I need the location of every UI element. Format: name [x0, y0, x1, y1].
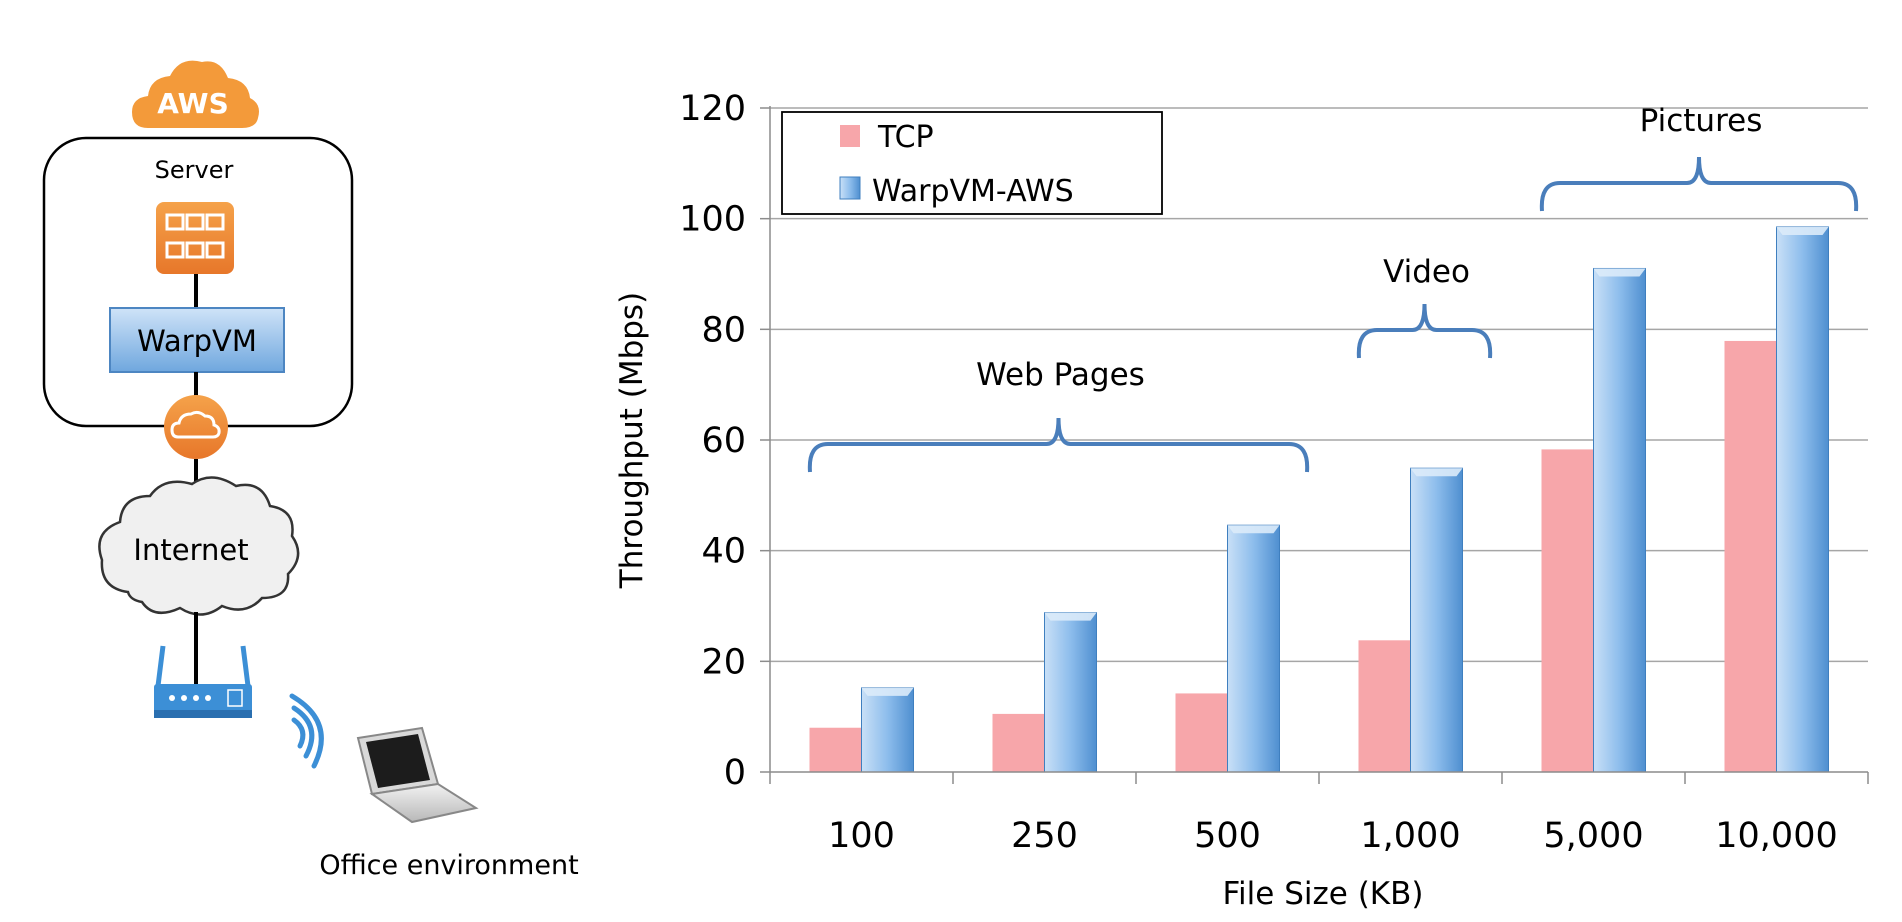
y-tick-label: 80 — [701, 310, 746, 350]
bar-tcp — [992, 713, 1045, 772]
throughput-bar-chart: 0 20 40 60 80 100 120 100 250 500 1,000 5,000 10,00… — [614, 89, 1869, 912]
y-axis-label: Throughput (Mbps) — [614, 292, 650, 589]
internet-label: Internet — [133, 533, 248, 567]
gateway-cloud-icon — [164, 395, 228, 459]
annotation-label: Pictures — [1640, 103, 1763, 139]
server-label: Server — [155, 156, 234, 184]
annotation-brace — [1356, 303, 1493, 359]
bar-tcp — [1541, 449, 1594, 772]
annotation-label: Video — [1383, 254, 1470, 290]
internet-cloud-icon: Internet — [98, 476, 300, 616]
y-tick-label: 20 — [701, 642, 746, 682]
bar-tcp — [1358, 640, 1411, 772]
network-diagram: AWS Server WarpVM — [42, 60, 579, 881]
x-tick-label: 500 — [1194, 816, 1261, 856]
legend-swatch-tcp — [840, 125, 860, 147]
annotation-label: Web Pages — [976, 357, 1145, 393]
router-icon — [154, 645, 252, 718]
bar-warpvm-aws — [861, 687, 914, 773]
legend: TCP WarpVM-AWS — [781, 111, 1163, 215]
bar-warpvm-aws — [1044, 612, 1097, 773]
bar-warpvm-aws — [1776, 226, 1829, 773]
axes — [769, 106, 1869, 784]
x-tick-label: 250 — [1011, 816, 1078, 856]
x-tick-label: 5,000 — [1543, 816, 1643, 856]
x-tick-label: 10,000 — [1715, 816, 1837, 856]
y-tick-label: 120 — [679, 89, 746, 129]
y-tick-label: 40 — [701, 532, 746, 572]
x-tick-label: 1,000 — [1360, 816, 1460, 856]
aws-label: AWS — [157, 87, 228, 120]
y-tick-label: 60 — [701, 421, 746, 461]
y-tick-labels: 0 20 40 60 80 100 120 — [679, 89, 746, 793]
bar-warpvm-aws — [1410, 467, 1463, 773]
x-tick-label: 100 — [828, 816, 895, 856]
y-tick-label: 0 — [724, 753, 746, 793]
aws-cloud-icon: AWS — [132, 60, 259, 128]
category-annotations: Web Pages Video Pictures — [807, 103, 1859, 473]
x-tick-labels: 100 250 500 1,000 5,000 10,000 — [828, 816, 1838, 856]
annotation-brace — [1539, 156, 1859, 212]
bar-tcp — [1175, 693, 1228, 772]
warpvm-box: WarpVM — [109, 307, 285, 373]
gridlines — [760, 107, 1868, 773]
warpvm-label: WarpVM — [137, 324, 257, 358]
y-tick-label: 100 — [679, 200, 746, 240]
legend-label-tcp: TCP — [877, 120, 934, 155]
legend-label-warpvm-aws: WarpVM-AWS — [872, 174, 1074, 209]
bars — [809, 226, 1829, 773]
bar-tcp — [1724, 340, 1777, 772]
annotation-brace — [807, 417, 1310, 473]
bar-tcp — [809, 727, 862, 772]
bar-warpvm-aws — [1593, 267, 1646, 773]
x-axis-label: File Size (KB) — [1222, 876, 1423, 912]
legend-swatch-warpvm-aws — [839, 176, 861, 200]
office-environment-label: Office environment — [319, 850, 578, 881]
wifi-signal-icon — [289, 693, 324, 769]
laptop-icon — [356, 726, 479, 824]
firewall-grid-icon — [156, 202, 234, 274]
bar-warpvm-aws — [1227, 524, 1280, 773]
